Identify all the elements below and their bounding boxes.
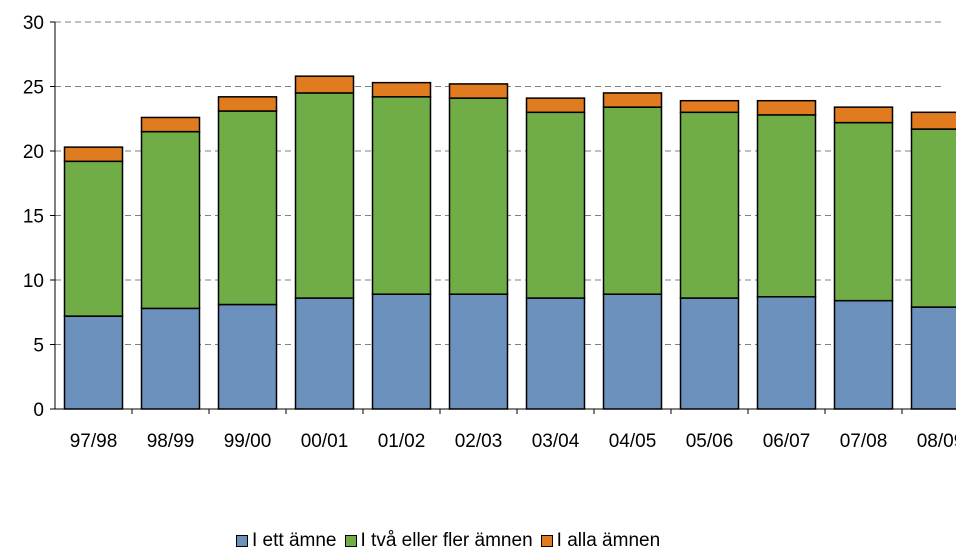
bar-segment-3 — [604, 93, 662, 107]
x-tick-label: 07/08 — [840, 431, 888, 452]
bar-segment-3 — [373, 83, 431, 97]
x-tick-label: 04/05 — [609, 431, 657, 452]
bar-segment-3 — [65, 147, 123, 161]
bar-segment-3 — [219, 97, 277, 111]
legend-label: I två eller fler ämnen — [361, 530, 533, 552]
bar-segment-1 — [527, 298, 585, 409]
legend-label: I ett ämne — [252, 530, 337, 552]
bar-segment-3 — [142, 117, 200, 131]
legend-label: I alla ämnen — [557, 530, 661, 552]
x-tick-label: 03/04 — [532, 431, 580, 452]
bar-segment-1 — [681, 298, 739, 409]
bar-segment-2 — [296, 93, 354, 298]
y-tick-labels: 0 5 10 15 20 25 30 — [23, 13, 44, 421]
bar-segment-3 — [450, 84, 508, 98]
x-tick-label: 05/06 — [686, 431, 734, 452]
y-tick-label: 5 — [33, 336, 44, 357]
y-tick-label: 0 — [33, 400, 44, 421]
bar-segment-2 — [912, 129, 956, 307]
bar-segment-1 — [296, 298, 354, 409]
bar-segment-2 — [373, 97, 431, 294]
bar-segment-2 — [65, 161, 123, 316]
bar-segment-2 — [527, 112, 585, 298]
bar-segment-3 — [835, 107, 893, 122]
legend-item-3: I alla ämnen — [541, 530, 661, 552]
x-tick-label: 02/03 — [455, 431, 503, 452]
x-tick-label: 01/02 — [378, 431, 426, 452]
bar-segment-3 — [912, 112, 956, 129]
bar-segment-1 — [219, 305, 277, 409]
legend-item-1: I ett ämne — [236, 530, 337, 552]
bar-segment-1 — [373, 294, 431, 409]
y-tick-label: 25 — [23, 78, 44, 99]
bars — [65, 76, 956, 409]
bar-segment-3 — [681, 101, 739, 113]
x-tick-label: 97/98 — [70, 431, 118, 452]
bar-segment-2 — [758, 115, 816, 297]
legend-item-2: I två eller fler ämnen — [345, 530, 533, 552]
x-tick-label: 99/00 — [224, 431, 272, 452]
y-tick-label: 30 — [23, 13, 44, 34]
bar-segment-1 — [758, 297, 816, 409]
bar-segment-1 — [835, 301, 893, 409]
bar-segment-2 — [219, 111, 277, 305]
bar-segment-2 — [604, 107, 662, 294]
bar-segment-1 — [142, 308, 200, 409]
bar-segment-1 — [604, 294, 662, 409]
x-tick-label: 00/01 — [301, 431, 349, 452]
y-tick-label: 15 — [23, 207, 44, 228]
bar-segment-1 — [912, 307, 956, 409]
bar-segment-3 — [296, 76, 354, 93]
stacked-bar-chart: 0 5 10 15 20 25 30 97/98 98/99 99/00 00/01 01/02 02… — [0, 0, 956, 510]
x-tick-label: 98/99 — [147, 431, 195, 452]
y-tick-label: 20 — [23, 142, 44, 163]
y-tick-label: 10 — [23, 271, 44, 292]
legend-swatch — [345, 535, 357, 547]
legend-swatch — [236, 535, 248, 547]
legend: I ett ämne I två eller fler ämnen I alla ä… — [236, 530, 668, 552]
bar-segment-3 — [527, 98, 585, 112]
bar-segment-1 — [65, 316, 123, 409]
bar-segment-2 — [450, 98, 508, 294]
bar-segment-2 — [835, 123, 893, 301]
bar-segment-2 — [681, 112, 739, 298]
bar-segment-2 — [142, 132, 200, 309]
legend-swatch — [541, 535, 553, 547]
x-tick-label: 08/09 — [917, 431, 956, 452]
x-tick-label: 06/07 — [763, 431, 811, 452]
x-tick-labels: 97/98 98/99 99/00 00/01 01/02 02/03 03/04 04/05… — [70, 431, 956, 452]
bar-segment-3 — [758, 101, 816, 115]
bar-segment-1 — [450, 294, 508, 409]
